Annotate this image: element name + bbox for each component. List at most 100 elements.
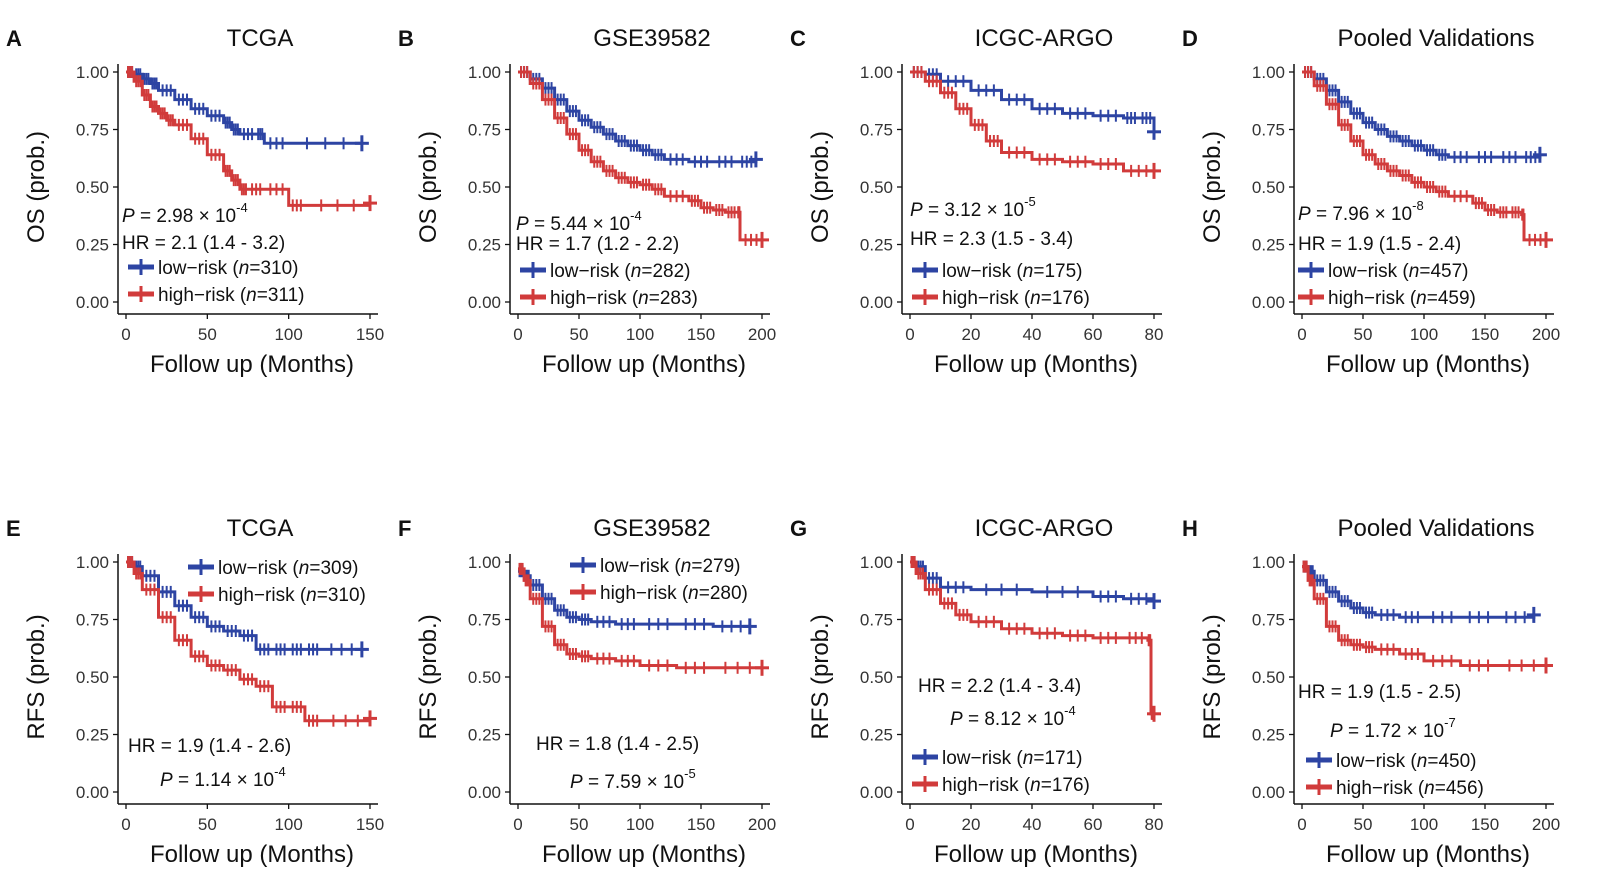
legend-label-count: =309): [309, 558, 358, 579]
y-tick-label: 0.50: [468, 668, 501, 687]
x-axis-label: Follow up (Months): [150, 841, 354, 868]
x-tick-label: 0: [1297, 815, 1306, 834]
y-tick-label: 0.50: [860, 178, 893, 197]
panel-d: D Pooled Validations 0.00 0.25 0.50 0.75 1.00 0…: [1182, 25, 1560, 378]
p-value-text: P = 2.98 × 10-4: [122, 200, 248, 227]
legend-label-prefix: high−risk (: [600, 583, 689, 604]
x-tick-label: 150: [687, 815, 715, 834]
legend-label-count: =311): [257, 285, 305, 306]
panel-title: GSE39582: [593, 25, 710, 52]
x-tick-label: 40: [1023, 325, 1042, 344]
legend-label-prefix: high−risk (: [942, 288, 1031, 309]
x-tick-label: 200: [1532, 325, 1560, 344]
legend-label-prefix: high−risk (: [158, 285, 247, 306]
legend-label-prefix: high−risk (: [550, 288, 639, 309]
p-symbol: P: [950, 709, 963, 730]
x-tick-label: 20: [962, 325, 981, 344]
legend-label-prefix: low−risk (: [158, 258, 239, 279]
x-tick-label: 200: [748, 815, 776, 834]
y-tick-label: 0.75: [76, 121, 109, 140]
x-axis-label: Follow up (Months): [542, 351, 746, 378]
p-symbol: P: [1298, 204, 1311, 225]
panel-title: GSE39582: [593, 515, 710, 542]
hazard-ratio-text: HR = 1.8 (1.4 - 2.5): [536, 734, 699, 755]
legend-label-count: =310): [317, 585, 366, 606]
panel-c: C ICGC-ARGO 0.00 0.25 0.50 0.75 1.00 0 20 40 60 80 F…: [790, 25, 1163, 378]
p-exponent: -7: [1444, 715, 1456, 730]
y-axis-label: RFS (prob.): [1199, 614, 1226, 739]
x-tick-label: 0: [513, 815, 522, 834]
low-risk-curve: [518, 70, 758, 164]
hazard-ratio-text: HR = 2.1 (1.4 - 3.2): [122, 233, 285, 254]
panel-f: F GSE39582 0.00 0.25 0.50 0.75 1.00 0 50 100 150 20…: [398, 515, 776, 868]
x-tick-label: 50: [198, 325, 217, 344]
x-tick-label: 150: [1471, 325, 1499, 344]
legend-label-n: n: [688, 583, 699, 604]
x-tick-label: 150: [1471, 815, 1499, 834]
x-tick-label: 80: [1145, 325, 1164, 344]
legend-label-high-risk: high−risk (n=459): [1328, 288, 1476, 309]
legend-label-high-risk: high−risk (n=283): [550, 288, 698, 309]
x-tick-label: 0: [121, 325, 130, 344]
legend-label-n: n: [681, 556, 692, 577]
y-axis-label: OS (prob.): [1199, 131, 1226, 243]
y-tick-label: 1.00: [468, 553, 501, 572]
x-tick-label: 100: [1410, 325, 1438, 344]
y-tick-label: 0.25: [860, 236, 893, 255]
legend-label-low-risk: low−risk (n=310): [158, 258, 298, 279]
panel-a: A TCGA 0.00 0.25 0.50 0.75 1.00 0 50 100 150Follow…: [6, 25, 384, 378]
y-tick-label: 1.00: [1252, 553, 1285, 572]
y-tick-label: 0.25: [1252, 236, 1285, 255]
y-tick-label: 0.25: [76, 236, 109, 255]
y-tick-label: 0.50: [860, 668, 893, 687]
y-tick-label: 0.50: [1252, 178, 1285, 197]
high-risk-curve: [518, 567, 762, 670]
panel-letter: F: [398, 516, 411, 541]
p-symbol: P: [516, 214, 529, 235]
legend-label-prefix: high−risk (: [1336, 778, 1425, 799]
legend-label-n: n: [1030, 775, 1041, 796]
x-tick-label: 0: [905, 815, 914, 834]
p-exponent: -5: [1024, 194, 1036, 209]
p-value-text: P = 7.96 × 10-8: [1298, 198, 1424, 225]
low-risk-curve: [910, 560, 1156, 602]
legend-label-n: n: [1424, 778, 1435, 799]
y-tick-label: 0.75: [1252, 611, 1285, 630]
y-tick-label: 1.00: [76, 63, 109, 82]
x-tick-label: 40: [1023, 815, 1042, 834]
high-risk-curve: [1302, 565, 1546, 667]
y-tick-label: 0.25: [468, 236, 501, 255]
y-tick-label: 0.50: [76, 178, 109, 197]
hazard-ratio-text: HR = 1.9 (1.5 - 2.5): [1298, 682, 1461, 703]
hazard-ratio-text: HR = 2.3 (1.5 - 3.4): [910, 229, 1073, 250]
legend-label-prefix: high−risk (: [942, 775, 1031, 796]
x-tick-label: 60: [1084, 325, 1103, 344]
p-exponent: -4: [236, 200, 248, 215]
y-axis-label: OS (prob.): [807, 131, 834, 243]
high-risk-curve: [1302, 70, 1546, 242]
legend-label-n: n: [1417, 751, 1428, 772]
legend-label-high-risk: high−risk (n=176): [942, 775, 1090, 796]
panel-e: E TCGA 0.00 0.25 0.50 0.75 1.00 0 50 100 150Follow…: [6, 515, 384, 868]
panel-title: Pooled Validations: [1337, 25, 1534, 52]
x-axis-label: Follow up (Months): [542, 841, 746, 868]
legend-label-count: =279): [691, 556, 740, 577]
legend-label-low-risk: low−risk (n=309): [218, 558, 358, 579]
panel-title: TCGA: [227, 515, 294, 542]
p-symbol: P: [570, 772, 583, 793]
legend-label-low-risk: low−risk (n=171): [942, 748, 1082, 769]
p-symbol: P: [160, 770, 173, 791]
y-tick-label: 0.00: [468, 293, 501, 312]
x-axis-label: Follow up (Months): [150, 351, 354, 378]
p-value: = 7.96 × 10: [1311, 204, 1412, 225]
p-value: = 2.98 × 10: [135, 206, 236, 227]
legend-label-prefix: low−risk (: [942, 748, 1023, 769]
panel-title: ICGC-ARGO: [975, 515, 1114, 542]
panel-letter: H: [1182, 516, 1198, 541]
legend-label-n: n: [638, 288, 649, 309]
p-value-text: P = 8.12 × 10-4: [950, 703, 1076, 730]
y-tick-label: 0.75: [1252, 121, 1285, 140]
legend-label-n: n: [299, 558, 310, 579]
x-tick-label: 200: [1532, 815, 1560, 834]
